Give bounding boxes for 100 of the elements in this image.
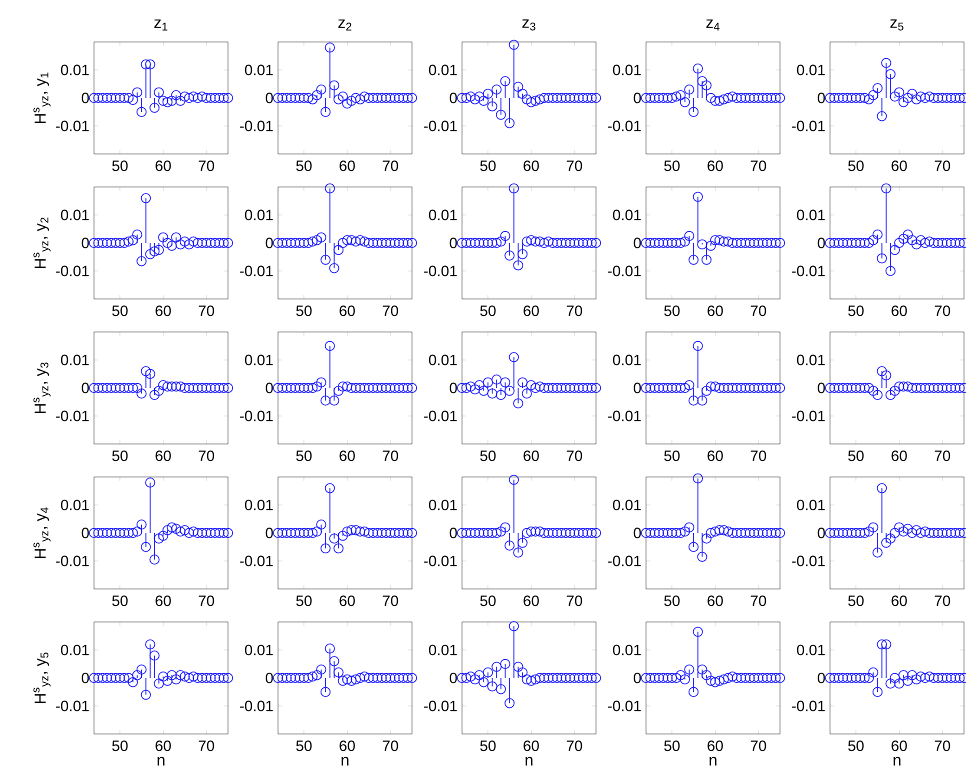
point bbox=[842, 528, 852, 538]
point bbox=[774, 382, 786, 394]
point bbox=[740, 672, 750, 684]
point bbox=[543, 236, 554, 247]
point bbox=[500, 658, 510, 670]
point bbox=[590, 672, 602, 684]
point bbox=[188, 92, 198, 102]
point bbox=[106, 382, 116, 394]
y-axis-title: H$^{s}$$_{yz}$, y$_{5}$ bbox=[33, 652, 51, 704]
point bbox=[128, 382, 138, 394]
point bbox=[461, 382, 472, 394]
point bbox=[718, 674, 729, 684]
point bbox=[539, 382, 550, 394]
point bbox=[671, 528, 682, 538]
point bbox=[916, 672, 926, 682]
point bbox=[206, 382, 216, 394]
point bbox=[376, 672, 387, 684]
y-tick-label: 0.01 bbox=[60, 64, 89, 76]
x-tick-label: 70 bbox=[934, 595, 950, 606]
x-tick-label: 70 bbox=[566, 160, 582, 172]
point bbox=[855, 672, 866, 684]
point bbox=[872, 686, 883, 698]
point bbox=[210, 92, 220, 104]
point bbox=[184, 672, 194, 684]
point bbox=[662, 382, 673, 394]
y-tick-label: 0.01 bbox=[612, 644, 641, 656]
y-tick-label: 0.01 bbox=[796, 644, 825, 656]
point bbox=[390, 528, 400, 538]
point bbox=[290, 92, 300, 104]
point bbox=[565, 238, 576, 248]
point bbox=[338, 530, 348, 541]
point bbox=[482, 528, 493, 538]
point bbox=[543, 92, 554, 104]
point bbox=[556, 382, 566, 394]
point bbox=[470, 384, 480, 394]
point bbox=[456, 92, 468, 104]
point bbox=[850, 92, 861, 104]
point bbox=[774, 672, 786, 684]
point bbox=[500, 76, 510, 86]
y-tick-label: 0.01 bbox=[244, 354, 273, 366]
point bbox=[222, 238, 234, 248]
x-tick-label: 70 bbox=[750, 305, 766, 316]
point bbox=[534, 94, 545, 104]
point bbox=[128, 94, 138, 105]
point bbox=[282, 528, 292, 538]
x-tick-label: 60 bbox=[892, 160, 907, 172]
point bbox=[530, 382, 541, 394]
point bbox=[834, 382, 844, 394]
y-tick-label: -0.01 bbox=[56, 266, 89, 276]
point bbox=[171, 232, 182, 242]
point bbox=[582, 382, 592, 394]
point bbox=[850, 382, 861, 394]
point bbox=[890, 528, 900, 538]
point bbox=[846, 92, 857, 104]
point bbox=[885, 534, 896, 544]
point bbox=[272, 238, 284, 248]
point bbox=[834, 672, 844, 684]
point bbox=[333, 94, 344, 104]
x-tick-label: 50 bbox=[480, 450, 496, 462]
y-tick-label: 0.01 bbox=[428, 354, 457, 366]
point bbox=[548, 92, 558, 104]
y-tick-label: -0.01 bbox=[240, 700, 273, 712]
point bbox=[175, 526, 186, 537]
point bbox=[119, 238, 130, 248]
x-axis-title: n bbox=[894, 756, 900, 766]
point bbox=[718, 382, 729, 394]
point bbox=[180, 525, 190, 536]
point bbox=[385, 672, 396, 684]
point bbox=[749, 672, 760, 684]
point bbox=[214, 528, 224, 538]
point bbox=[727, 382, 738, 394]
point bbox=[824, 238, 836, 248]
x-tick-label: 50 bbox=[664, 740, 680, 752]
point bbox=[868, 667, 878, 678]
point bbox=[732, 672, 742, 684]
point bbox=[574, 382, 584, 394]
point bbox=[500, 522, 510, 532]
point bbox=[508, 183, 519, 194]
point bbox=[286, 92, 296, 104]
x-tick-label: 70 bbox=[382, 740, 398, 752]
point bbox=[350, 382, 361, 394]
point bbox=[740, 528, 750, 538]
point bbox=[548, 382, 558, 394]
point bbox=[578, 672, 588, 684]
point bbox=[119, 672, 130, 684]
point bbox=[885, 266, 896, 276]
point bbox=[714, 235, 725, 246]
point bbox=[881, 370, 892, 380]
y-tick-label: 0 bbox=[266, 672, 273, 684]
point bbox=[569, 238, 580, 248]
x-tick-label: 50 bbox=[296, 305, 312, 316]
point bbox=[192, 382, 203, 394]
point bbox=[582, 238, 592, 248]
point bbox=[381, 238, 392, 248]
point bbox=[312, 670, 322, 680]
point bbox=[320, 396, 331, 406]
point bbox=[753, 528, 764, 538]
point bbox=[192, 672, 203, 684]
x-tick-label: 70 bbox=[198, 740, 214, 752]
point bbox=[342, 674, 352, 684]
